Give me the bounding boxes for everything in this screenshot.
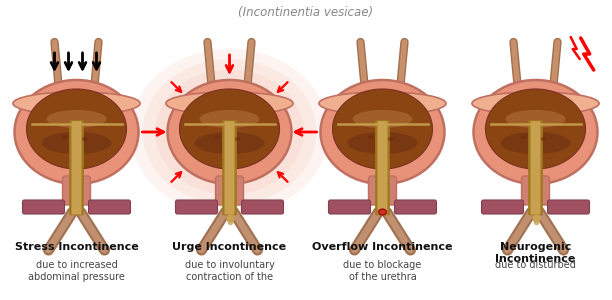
Ellipse shape [348, 132, 417, 154]
FancyBboxPatch shape [521, 176, 550, 205]
Ellipse shape [26, 89, 127, 169]
Ellipse shape [353, 110, 412, 128]
Ellipse shape [195, 132, 264, 154]
FancyBboxPatch shape [548, 200, 589, 214]
Ellipse shape [321, 80, 444, 184]
Ellipse shape [485, 89, 586, 169]
FancyBboxPatch shape [225, 121, 234, 214]
Ellipse shape [501, 132, 570, 154]
Ellipse shape [13, 92, 140, 115]
Ellipse shape [81, 137, 88, 141]
Ellipse shape [378, 209, 387, 215]
Ellipse shape [520, 135, 526, 139]
Ellipse shape [540, 137, 547, 141]
Ellipse shape [61, 135, 67, 139]
Text: due to disturbed: due to disturbed [495, 260, 576, 270]
Text: Urge Incontinence: Urge Incontinence [173, 242, 286, 252]
Ellipse shape [130, 49, 329, 215]
FancyBboxPatch shape [89, 200, 130, 214]
FancyBboxPatch shape [482, 200, 523, 214]
Text: Stress Incontinence: Stress Incontinence [15, 242, 138, 252]
FancyBboxPatch shape [242, 200, 283, 214]
Ellipse shape [143, 59, 316, 205]
FancyBboxPatch shape [378, 121, 387, 214]
Ellipse shape [166, 92, 293, 115]
Text: Overflow Incontinence: Overflow Incontinence [312, 242, 453, 252]
FancyBboxPatch shape [531, 121, 540, 214]
Ellipse shape [319, 92, 446, 115]
Ellipse shape [472, 92, 599, 115]
Ellipse shape [387, 137, 394, 141]
Text: due to increased
abdominal pressure: due to increased abdominal pressure [28, 260, 125, 282]
FancyBboxPatch shape [70, 121, 83, 215]
FancyBboxPatch shape [62, 176, 91, 205]
Ellipse shape [47, 110, 106, 128]
Text: Neurogenic
Incontinence: Neurogenic Incontinence [495, 242, 576, 264]
Ellipse shape [15, 80, 138, 184]
Ellipse shape [200, 110, 259, 128]
Ellipse shape [332, 89, 433, 169]
Ellipse shape [42, 132, 111, 154]
FancyBboxPatch shape [376, 121, 389, 215]
FancyBboxPatch shape [329, 200, 370, 214]
FancyBboxPatch shape [395, 200, 436, 214]
FancyBboxPatch shape [215, 176, 244, 205]
Text: due to involuntary
contraction of the: due to involuntary contraction of the [185, 260, 274, 282]
Ellipse shape [214, 135, 220, 139]
FancyBboxPatch shape [23, 200, 64, 214]
Ellipse shape [234, 137, 241, 141]
FancyBboxPatch shape [176, 200, 217, 214]
Ellipse shape [168, 80, 291, 184]
Text: (Incontinentia vesicae): (Incontinentia vesicae) [239, 6, 373, 19]
Ellipse shape [367, 135, 373, 139]
FancyBboxPatch shape [223, 121, 236, 215]
Ellipse shape [474, 80, 597, 184]
Text: due to blockage
of the urethra: due to blockage of the urethra [343, 260, 422, 282]
Ellipse shape [155, 70, 304, 194]
FancyBboxPatch shape [72, 121, 81, 214]
FancyBboxPatch shape [368, 176, 397, 205]
Ellipse shape [179, 89, 280, 169]
FancyBboxPatch shape [529, 121, 542, 215]
Ellipse shape [506, 110, 565, 128]
